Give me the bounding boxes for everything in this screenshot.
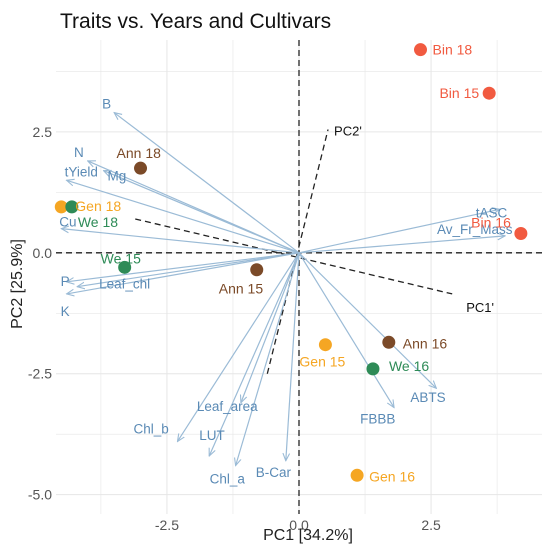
variable-label: B-Car bbox=[256, 465, 292, 480]
variable-label: K bbox=[61, 304, 70, 319]
pc-axis-label: PC2' bbox=[334, 123, 362, 138]
y-tick-label: -2.5 bbox=[28, 366, 52, 382]
y-tick-label: 0.0 bbox=[33, 245, 53, 261]
loading-arrow bbox=[67, 252, 300, 282]
variable-label: Av_Fr_Mass bbox=[437, 222, 513, 237]
observation-label: Ann 18 bbox=[117, 145, 162, 161]
observation-label: Gen 18 bbox=[75, 198, 121, 214]
observation-label: Bin 18 bbox=[433, 42, 473, 58]
y-axis-title: PC2 [25.9%] bbox=[9, 239, 26, 329]
observation-label: Gen 15 bbox=[299, 354, 345, 370]
loading-arrow bbox=[286, 252, 300, 461]
loading-arrow bbox=[104, 171, 300, 254]
observation-label: Bin 15 bbox=[439, 85, 479, 101]
y-tick-label: -5.0 bbox=[28, 487, 52, 503]
loading-arrow bbox=[114, 113, 300, 254]
loading-arrow bbox=[67, 180, 300, 254]
variable-label: FBBB bbox=[360, 412, 395, 427]
observation-label: Ann 16 bbox=[403, 335, 448, 351]
plot-area: -2.5 0.0 2.5 -5.0 -2.5 0.0 2.5 PC1' PC2' B N MgtYie… bbox=[28, 40, 542, 533]
loading-arrow bbox=[298, 236, 505, 254]
observation-point bbox=[318, 338, 332, 352]
observation-label: We 16 bbox=[389, 358, 429, 374]
x-tick-label: 2.5 bbox=[421, 517, 441, 533]
observation-point bbox=[382, 335, 396, 349]
observation-point bbox=[514, 226, 528, 240]
observation-label: Bin 16 bbox=[471, 214, 511, 230]
variable-label: ABTS bbox=[410, 390, 445, 405]
x-axis-title: PC1 [34.2%] bbox=[263, 527, 353, 544]
observation-point bbox=[482, 86, 496, 100]
observation-label: Ann 15 bbox=[219, 281, 264, 297]
variable-label: Leaf_area bbox=[197, 399, 258, 414]
chart-title: Traits vs. Years and Cultivars bbox=[60, 10, 331, 33]
loading-arrow bbox=[178, 252, 300, 442]
variable-label: Leaf_chl bbox=[99, 277, 150, 292]
loading-arrow bbox=[67, 252, 300, 294]
loading-arrow bbox=[209, 252, 300, 456]
variable-label: Chl_b bbox=[134, 421, 169, 436]
loading-arrow bbox=[298, 252, 394, 408]
loading-arrow bbox=[298, 209, 500, 254]
pc-axis-line bbox=[135, 218, 453, 295]
x-tick-label: -2.5 bbox=[155, 517, 179, 533]
y-tick-label: 2.5 bbox=[33, 124, 53, 140]
observation-point bbox=[134, 161, 148, 175]
variable-label: Mg bbox=[108, 169, 127, 184]
variable-label: Cu bbox=[59, 215, 76, 230]
observation-label: We 15 bbox=[101, 250, 141, 266]
observation-label: Gen 16 bbox=[369, 468, 415, 484]
loading-arrow bbox=[241, 252, 300, 403]
variable-label: LUT bbox=[199, 428, 225, 443]
variable-label: N bbox=[74, 145, 84, 160]
observation-point bbox=[350, 468, 364, 482]
variable-label: B bbox=[102, 97, 111, 112]
observation-point bbox=[65, 200, 79, 214]
variable-label: tYield bbox=[65, 164, 98, 179]
observation-point bbox=[366, 362, 380, 376]
loading-arrow bbox=[236, 252, 300, 466]
x-tick-label: 0.0 bbox=[289, 517, 309, 533]
observation-label: We 18 bbox=[78, 214, 118, 230]
loading-arrow bbox=[61, 229, 300, 254]
variable-label: P bbox=[61, 274, 70, 289]
pc-axis-label: PC1' bbox=[466, 300, 494, 315]
observation-point bbox=[414, 43, 427, 57]
loading-arrow bbox=[77, 252, 300, 287]
loading-arrow bbox=[298, 252, 436, 388]
observation-point bbox=[250, 263, 264, 277]
observation-point bbox=[54, 200, 68, 214]
variable-label: tASC bbox=[476, 205, 508, 220]
variable-label: Chl_a bbox=[210, 472, 246, 487]
observation-point bbox=[118, 260, 132, 274]
